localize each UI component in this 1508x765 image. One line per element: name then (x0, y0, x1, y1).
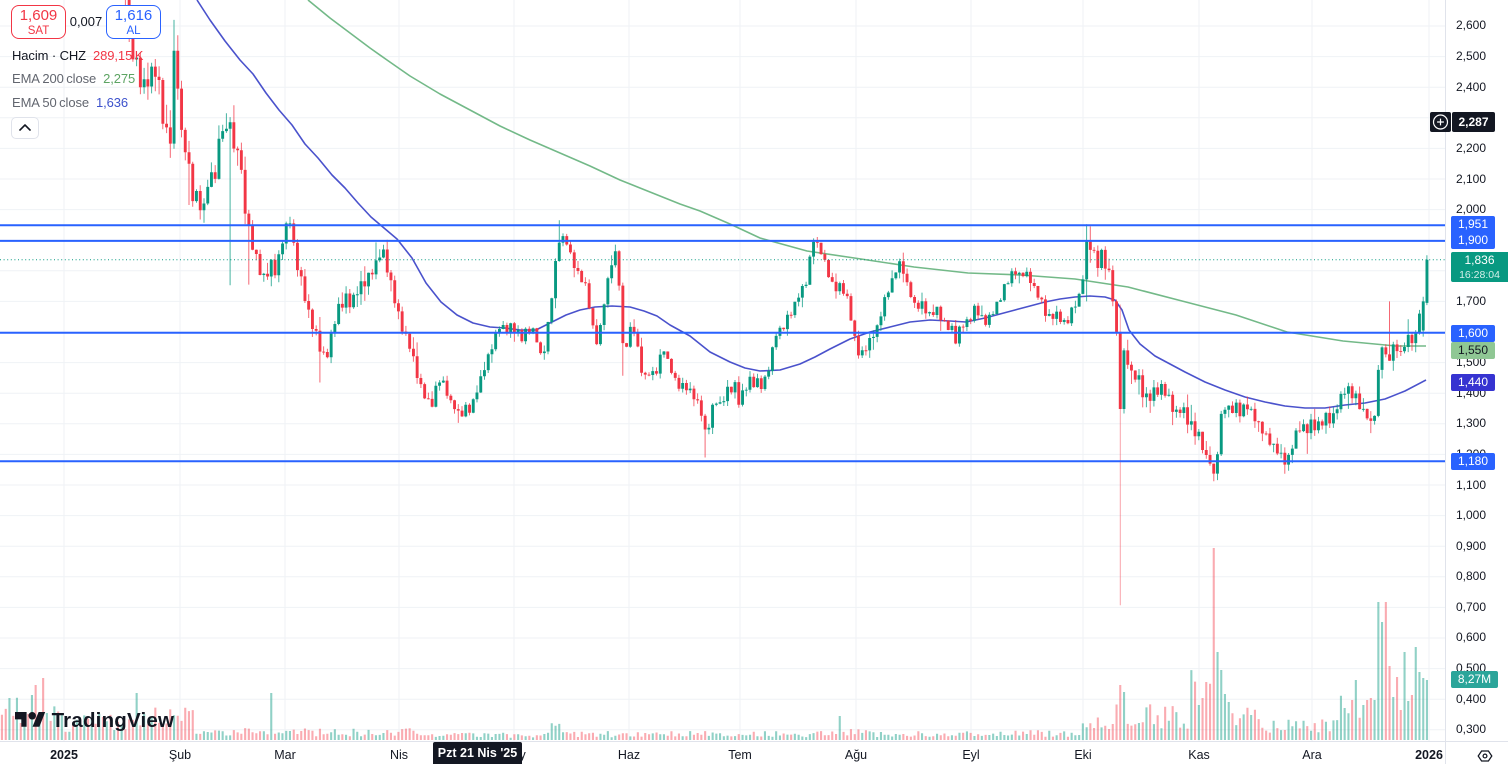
svg-text:TradingView: TradingView (52, 709, 175, 732)
